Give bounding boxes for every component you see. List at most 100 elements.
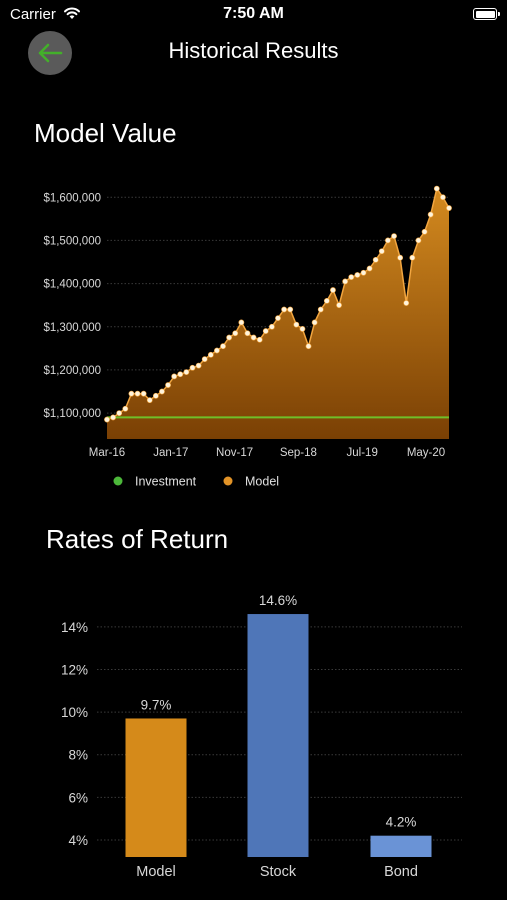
status-bar: Carrier 7:50 AM bbox=[0, 0, 507, 28]
y-tick-label: 4% bbox=[68, 833, 88, 848]
y-tick-label: 6% bbox=[68, 790, 88, 805]
model-point bbox=[427, 211, 434, 218]
model-point bbox=[342, 278, 349, 285]
rates-of-return-title: Rates of Return bbox=[46, 524, 229, 554]
x-tick-label: Nov-17 bbox=[216, 447, 253, 459]
model-point bbox=[256, 336, 263, 343]
status-time: 7:50 AM bbox=[223, 5, 284, 22]
model-point bbox=[354, 272, 361, 278]
y-tick-label: $1,600,000 bbox=[43, 192, 101, 204]
model-value-chart: $1,100,000 $1,200,000 $1,300,000 $1,400,000… bbox=[43, 185, 452, 489]
model-point bbox=[287, 306, 294, 313]
bar-bond bbox=[370, 835, 432, 857]
model-point bbox=[348, 274, 355, 281]
model-point bbox=[195, 362, 202, 369]
model-point bbox=[433, 185, 440, 192]
model-value-title: Model Value bbox=[34, 118, 177, 148]
battery-icon bbox=[473, 8, 500, 20]
bar-value-label: 4.2% bbox=[386, 815, 417, 830]
y-tick-label: 14% bbox=[61, 620, 88, 635]
model-point bbox=[232, 330, 239, 337]
model-point bbox=[104, 416, 110, 423]
model-point bbox=[305, 343, 312, 350]
model-point bbox=[110, 414, 117, 421]
x-tick-label: Jul-19 bbox=[347, 447, 378, 459]
wifi-icon bbox=[64, 7, 80, 19]
model-point bbox=[159, 388, 165, 395]
model-point bbox=[409, 254, 416, 261]
model-point bbox=[152, 392, 159, 399]
legend-label-investment: Investment bbox=[135, 475, 197, 489]
model-point bbox=[238, 319, 245, 326]
model-point bbox=[226, 334, 233, 341]
model-point bbox=[177, 371, 184, 378]
y-tick-label: 8% bbox=[68, 748, 88, 763]
model-area bbox=[107, 188, 449, 439]
model-point bbox=[336, 302, 342, 309]
model-point bbox=[183, 369, 190, 375]
model-point bbox=[146, 397, 153, 404]
bar-stock bbox=[247, 614, 309, 857]
model-point bbox=[439, 194, 446, 201]
bar-value-label: 9.7% bbox=[141, 697, 172, 712]
x-tick-label: May-20 bbox=[407, 447, 445, 459]
model-point bbox=[116, 410, 123, 416]
model-point bbox=[201, 356, 208, 363]
model-point bbox=[311, 319, 318, 326]
model-point bbox=[397, 254, 404, 261]
model-point bbox=[446, 205, 452, 211]
x-tick-label: Bond bbox=[384, 864, 418, 880]
model-point bbox=[244, 330, 251, 337]
model-point bbox=[415, 237, 422, 244]
x-tick-label: Model bbox=[136, 864, 176, 880]
x-tick-label: Jan-17 bbox=[153, 447, 188, 459]
carrier-label: Carrier bbox=[10, 6, 56, 23]
model-point bbox=[330, 287, 336, 293]
y-tick-label: $1,100,000 bbox=[43, 408, 101, 420]
legend-marker-investment bbox=[113, 476, 123, 486]
y-tick-label: 10% bbox=[61, 705, 88, 720]
model-point bbox=[268, 323, 275, 330]
legend-marker-model bbox=[223, 476, 233, 486]
bar-model bbox=[125, 718, 187, 857]
x-tick-label: Mar-16 bbox=[89, 447, 125, 459]
model-point bbox=[317, 306, 324, 313]
y-tick-label: 12% bbox=[61, 662, 88, 677]
y-tick-label: $1,400,000 bbox=[43, 279, 101, 291]
back-button[interactable] bbox=[28, 31, 72, 75]
model-point bbox=[171, 373, 178, 380]
model-point bbox=[385, 237, 391, 244]
bar-value-label: 14.6% bbox=[259, 593, 297, 608]
model-point bbox=[165, 382, 171, 388]
model-point bbox=[360, 269, 367, 276]
arrow-left-icon bbox=[38, 43, 63, 63]
model-point bbox=[299, 326, 306, 332]
model-point bbox=[323, 297, 330, 304]
x-tick-label: Sep-18 bbox=[280, 447, 317, 459]
model-point bbox=[366, 265, 373, 272]
chart-legend: Investment Model bbox=[113, 475, 279, 489]
model-point bbox=[275, 315, 281, 322]
page-title: Historical Results bbox=[168, 38, 339, 63]
y-tick-label: $1,200,000 bbox=[43, 365, 101, 377]
model-point bbox=[220, 343, 226, 350]
model-point bbox=[250, 334, 257, 341]
y-tick-label: $1,300,000 bbox=[43, 322, 101, 334]
model-point bbox=[421, 228, 428, 235]
model-point bbox=[128, 390, 135, 397]
model-point bbox=[293, 321, 300, 328]
model-point bbox=[262, 328, 269, 334]
model-point bbox=[378, 248, 385, 255]
model-point bbox=[134, 390, 141, 397]
model-point bbox=[403, 300, 410, 306]
legend-label-model: Model bbox=[245, 475, 279, 489]
model-point bbox=[122, 405, 129, 412]
model-point bbox=[281, 306, 288, 313]
model-point bbox=[372, 256, 379, 263]
model-point bbox=[207, 351, 214, 358]
model-point bbox=[391, 233, 397, 240]
y-tick-label: $1,500,000 bbox=[43, 235, 101, 247]
model-point bbox=[189, 364, 196, 371]
model-point bbox=[214, 347, 220, 354]
